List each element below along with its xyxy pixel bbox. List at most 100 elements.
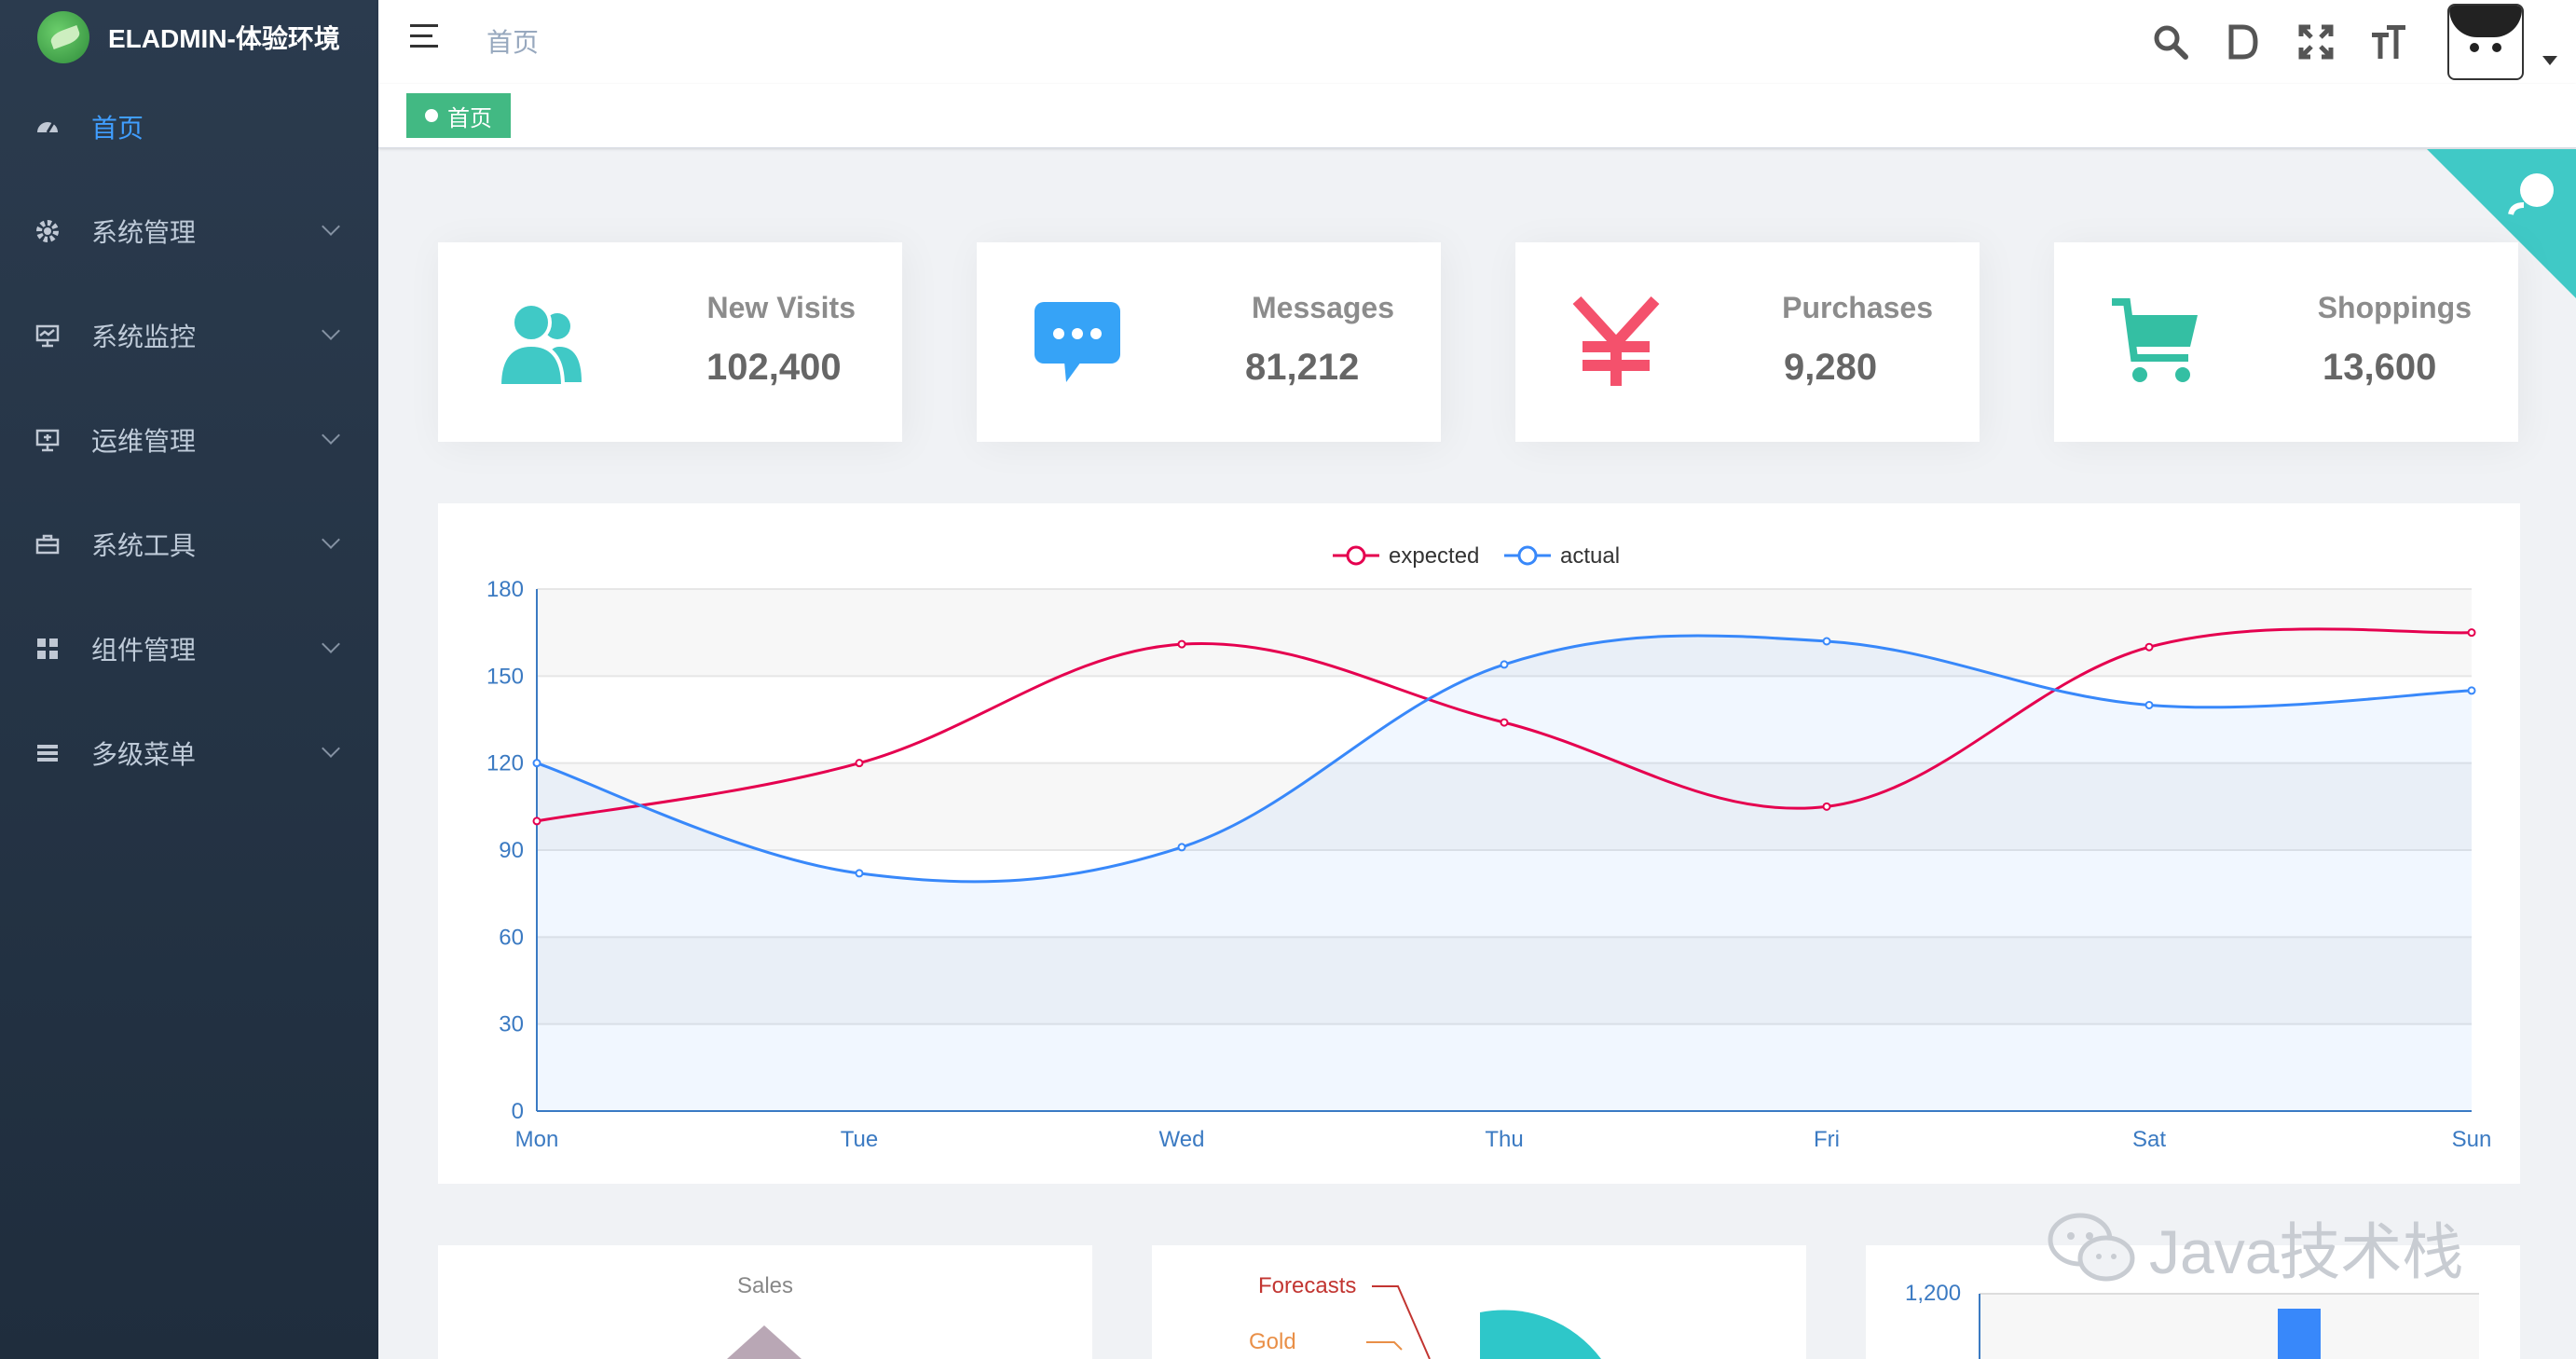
sidebar-item-label: 首页 (91, 114, 144, 143)
data-point-actual (532, 759, 541, 768)
wechat-icon (2048, 1213, 2135, 1282)
sidebar-item-label: 运维管理 (91, 427, 197, 456)
data-point-actual (1822, 637, 1831, 646)
sidebar-item-1[interactable]: 系统管理 (0, 179, 378, 283)
pie-chart-panel: Sales (438, 1245, 1092, 1359)
actual-area (537, 635, 2472, 1111)
fullscreen-icon[interactable] (2280, 0, 2352, 84)
sidebar-item-6[interactable]: 多级菜单 (0, 701, 378, 805)
chevron-down-icon (322, 426, 340, 445)
chevron-down-icon (322, 322, 340, 340)
data-point-actual (2467, 686, 2476, 695)
tag-label: 首页 (447, 105, 492, 131)
card-label: Shoppings (2317, 291, 2472, 324)
legend-marker-actual (1517, 545, 1538, 566)
chevron-down-icon (322, 217, 340, 236)
funnel-chart-shape (1366, 1285, 1601, 1359)
sidebar-menu: 首页系统管理系统监控运维管理系统工具组件管理多级菜单 (0, 75, 378, 805)
card-label: Messages (1252, 291, 1394, 324)
line-chart-panel: 0 30 60 90 120 150 180 Mon Tue Wed Thu Fri Sat Sun exp… (438, 503, 2520, 1184)
github-corner-icon[interactable] (2427, 149, 2576, 298)
card-value: 9,280 (1784, 347, 1878, 388)
y-tick-label: 180 (486, 577, 524, 602)
card-value: 81,212 (1245, 347, 1360, 388)
chevron-down-icon[interactable] (2542, 56, 2557, 65)
chevron-down-icon (322, 739, 340, 758)
y-tick-label: 120 (486, 751, 524, 776)
message-icon (1031, 295, 1124, 388)
y-tick-label: 30 (499, 1012, 524, 1037)
legend-label: expected (1389, 543, 1479, 569)
bar-chart-panel: 1,200 (1866, 1245, 2520, 1359)
doc-icon[interactable] (2207, 0, 2280, 84)
data-point-expected (1177, 639, 1186, 649)
y-tick-label: 150 (486, 664, 524, 689)
leaf-logo-icon (37, 11, 89, 63)
data-point-expected (2144, 642, 2154, 652)
tag-home[interactable]: 首页 (406, 93, 511, 138)
data-point-actual (2144, 700, 2154, 709)
funnel-label-forecasts: Forecasts (1258, 1273, 1357, 1298)
chevron-down-icon (322, 635, 340, 653)
hamburger-icon[interactable] (410, 24, 444, 52)
sidebar-item-label: 组件管理 (91, 636, 197, 665)
grid-band (537, 1023, 2472, 1111)
yuan-icon (1569, 295, 1663, 388)
sidebar-item-3[interactable]: 运维管理 (0, 388, 378, 492)
search-icon[interactable] (2134, 0, 2207, 84)
card-label: Purchases (1782, 291, 1933, 324)
funnel-chart-panel: Forecasts Gold (1152, 1245, 1806, 1359)
legend-marker-expected (1346, 545, 1366, 566)
sidebar-item-2[interactable]: 系统监控 (0, 283, 378, 388)
toolbox-icon (34, 530, 62, 558)
grid-band (537, 762, 2472, 850)
gear-icon (34, 217, 62, 245)
x-tick-label: Fri (1814, 1127, 1840, 1152)
data-point-expected (1822, 802, 1831, 811)
sidebar-item-0[interactable]: 首页 (0, 75, 378, 179)
card-value: 102,400 (706, 347, 842, 388)
x-tick-label: Wed (1159, 1127, 1205, 1152)
app-logo[interactable]: ELADMIN-体验环境 (0, 0, 378, 75)
stat-card-purchases[interactable]: Purchases 9,280 (1515, 242, 1980, 442)
user-avatar[interactable] (2447, 4, 2524, 80)
sidebar-item-label: 系统监控 (91, 323, 197, 351)
sidebar-item-5[interactable]: 组件管理 (0, 597, 378, 701)
font-size-icon[interactable] (2352, 0, 2425, 84)
data-point-actual (1500, 660, 1509, 669)
card-value: 13,600 (2323, 347, 2437, 388)
sidebar-item-label: 系统工具 (91, 531, 197, 560)
y-tick-label: 90 (499, 838, 524, 863)
x-tick-label: Tue (841, 1127, 878, 1152)
line-chart: 0 30 60 90 120 150 180 Mon Tue Wed Thu Fri Sat Sun exp… (486, 543, 2491, 1152)
legend-label: actual (1560, 543, 1620, 569)
data-point-expected (855, 759, 864, 768)
x-tick-label: Mon (515, 1127, 559, 1152)
data-point-expected (2467, 628, 2476, 638)
grid-band (537, 937, 2472, 1024)
stat-card-shoppings[interactable]: Shoppings 13,600 (2054, 242, 2518, 442)
monitor-icon (34, 322, 62, 350)
data-point-actual (855, 869, 864, 878)
sidebar-item-label: 多级菜单 (91, 740, 197, 769)
watermark: Java技术栈 (2047, 1202, 2463, 1292)
data-point-actual (1177, 843, 1186, 852)
stat-card-messages[interactable]: Messages 81,212 (977, 242, 1441, 442)
breadcrumb[interactable]: 首页 (486, 28, 540, 57)
sidebar-item-label: 系统管理 (91, 218, 197, 247)
dashboard-icon (34, 113, 62, 141)
list-icon (34, 739, 62, 767)
server-icon (34, 426, 62, 454)
funnel-label-gold: Gold (1249, 1329, 1296, 1354)
x-tick-label: Thu (1485, 1127, 1523, 1152)
sidebar-item-4[interactable]: 系统工具 (0, 492, 378, 597)
navbar-tools (2134, 0, 2557, 84)
data-point-expected (532, 817, 541, 826)
stat-card-new-visits[interactable]: New Visits 102,400 (438, 242, 902, 442)
grid-icon (34, 635, 62, 663)
grid-band (537, 850, 2472, 938)
y-tick-label: 0 (512, 1099, 524, 1124)
data-point-expected (1500, 718, 1509, 727)
bar-y-tick: 1,200 (1905, 1281, 1962, 1306)
cart-icon (2108, 295, 2201, 388)
